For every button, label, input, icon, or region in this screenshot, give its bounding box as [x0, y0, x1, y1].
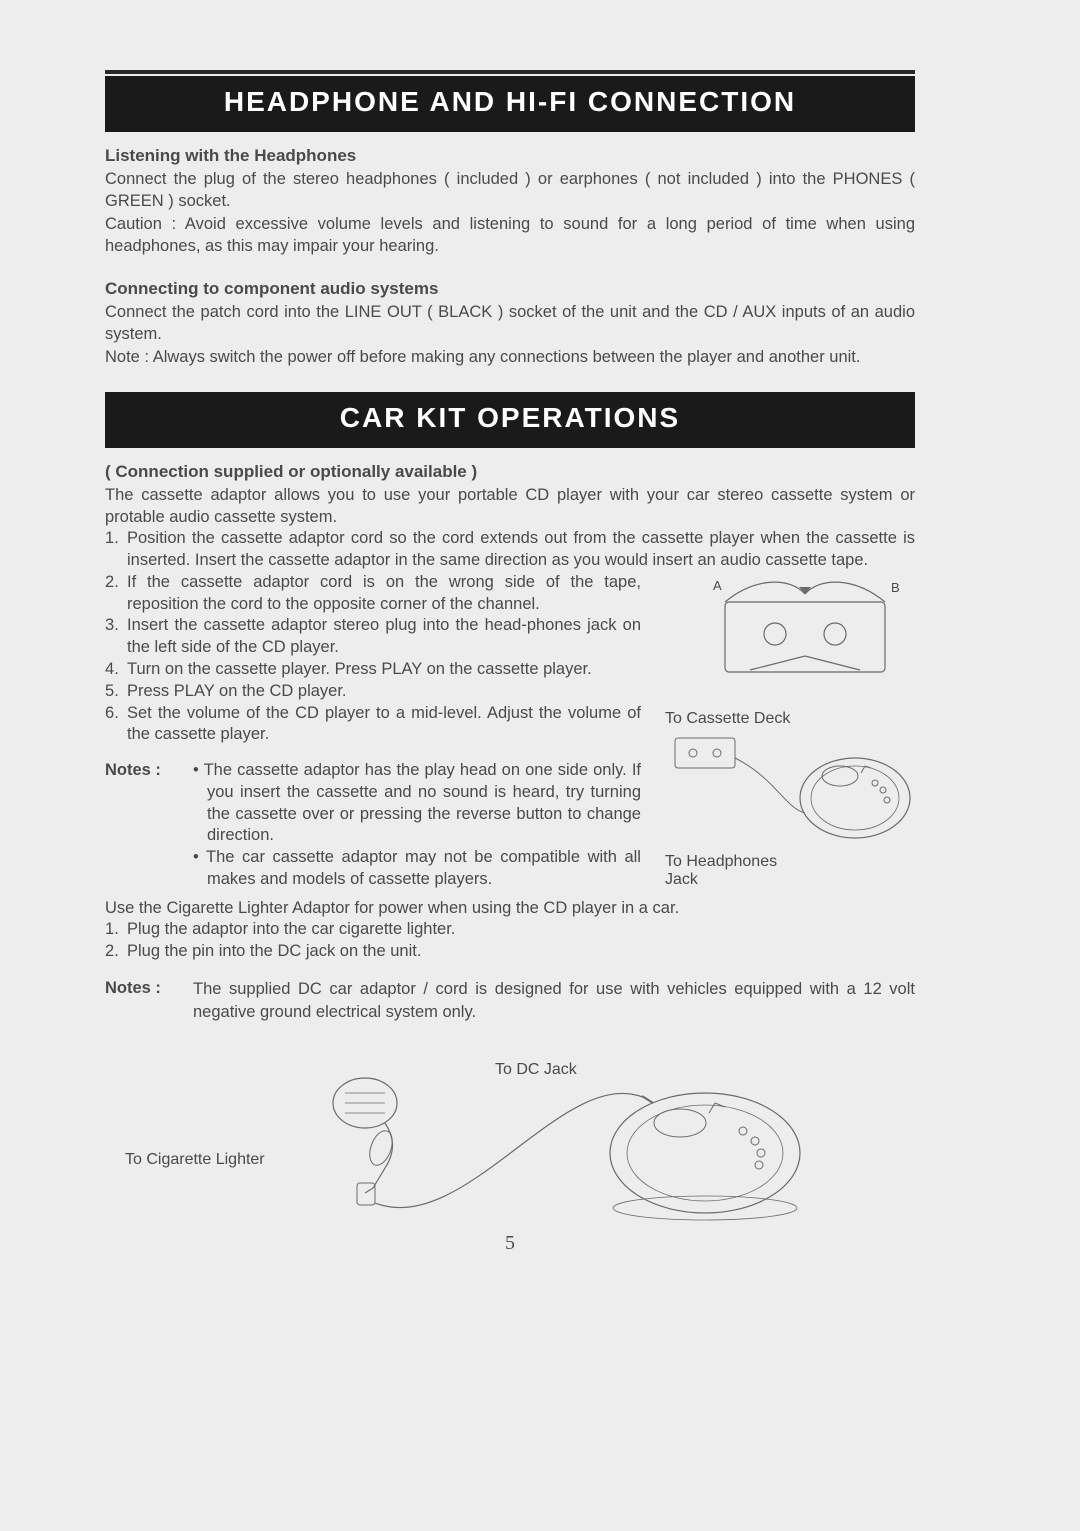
caption-to-cassette-deck: To Cassette Deck [665, 710, 915, 728]
cdplayer-to-hp-diagram [665, 728, 915, 858]
cig-step-2: Plug the pin into the DC jack on the uni… [127, 941, 915, 963]
text-carkit-intro: The cassette adaptor allows you to use y… [105, 484, 915, 529]
text-listening-1: Connect the plug of the stereo headphone… [105, 168, 915, 213]
banner-headphone: HEADPHONE AND HI-FI CONNECTION [105, 76, 915, 132]
step-4: Turn on the cassette player. Press PLAY … [127, 659, 641, 681]
notes-2-text: The supplied DC car adaptor / cord is de… [193, 978, 915, 1023]
step-6: Set the volume of the CD player to a mid… [127, 703, 641, 747]
notes-label-1: Notes : [105, 760, 193, 891]
top-rule [105, 70, 915, 74]
carkit-steps-list-cont: If the cassette adaptor cord is on the w… [105, 572, 641, 746]
text-component-note: Note : Always switch the power off befor… [105, 346, 915, 368]
subhead-component: Connecting to component audio systems [105, 279, 915, 299]
note-bullet-1: The cassette adaptor has the play head o… [193, 760, 641, 847]
subhead-connection-supplied: ( Connection supplied or optionally avai… [105, 462, 915, 482]
cassette-label-b: B [891, 580, 900, 595]
step-5: Press PLAY on the CD player. [127, 681, 641, 703]
caption-jack: Jack [665, 871, 698, 888]
cig-step-1: Plug the adaptor into the car cigarette … [127, 919, 915, 941]
caption-to-headphones: To Headphones [665, 853, 777, 870]
cig-steps-list: Plug the adaptor into the car cigarette … [105, 919, 915, 963]
text-cig-intro: Use the Cigarette Lighter Adaptor for po… [105, 897, 915, 919]
carkit-steps-list: Position the cassette adaptor cord so th… [105, 528, 915, 572]
text-component-1: Connect the patch cord into the LINE OUT… [105, 301, 915, 346]
page-number: 5 [105, 1232, 915, 1255]
banner-carkit: CAR KIT OPERATIONS [105, 392, 915, 448]
step-2: If the cassette adaptor cord is on the w… [127, 572, 641, 616]
cassette-diagram: A B [695, 572, 915, 682]
text-listening-caution: Caution : Avoid excessive volume levels … [105, 213, 915, 258]
cigarette-adapter-diagram: To Cigarette Lighter To DC Jack [105, 1053, 915, 1243]
step-1: Position the cassette adaptor cord so th… [127, 528, 915, 572]
subhead-listening: Listening with the Headphones [105, 146, 915, 166]
note-bullet-2: The car cassette adaptor may not be comp… [193, 847, 641, 891]
notes-label-2: Notes : [105, 978, 193, 1023]
cassette-label-a: A [713, 578, 722, 593]
step-3: Insert the cassette adaptor stereo plug … [127, 615, 641, 659]
